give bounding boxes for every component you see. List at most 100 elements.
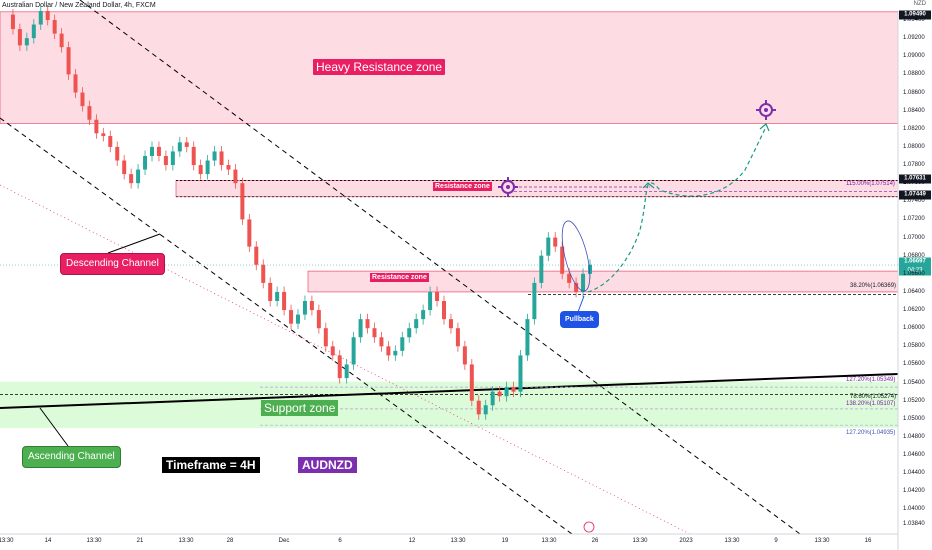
candle <box>525 319 530 356</box>
y-tick-label: 1.07400 <box>903 198 925 205</box>
y-tick-label: 1.07600 <box>903 180 925 187</box>
candle <box>393 350 398 356</box>
y-tick-label: 1.09000 <box>903 53 925 60</box>
y-tick-label: 1.07200 <box>903 216 925 223</box>
candle <box>184 142 189 147</box>
candle <box>421 310 426 320</box>
candle <box>428 291 433 311</box>
zone-3 <box>0 381 898 428</box>
x-tick-label: 13:30 <box>632 538 648 544</box>
candle <box>31 24 36 39</box>
price-tag-top: 1.09490 <box>899 10 931 20</box>
ascending-trendline <box>0 373 899 409</box>
symbol-label[interactable]: AUDNZD <box>298 457 357 473</box>
projection-path <box>587 126 767 293</box>
candle <box>261 264 266 283</box>
price-tag-current: 1.06697 <box>899 257 931 267</box>
x-tick-label: 13:30 <box>178 538 194 544</box>
y-tick-label: 1.04600 <box>903 452 925 459</box>
y-tick-label: 1.05000 <box>903 415 925 422</box>
y-tick-label: 1.08800 <box>903 71 925 78</box>
candle <box>511 387 516 392</box>
candle <box>358 319 363 338</box>
y-tick-label: 1.08000 <box>903 143 925 150</box>
candle <box>330 346 335 356</box>
candle <box>73 74 78 93</box>
event-icon <box>583 521 595 533</box>
x-tick-label: 16 <box>864 538 872 544</box>
candle <box>143 155 148 170</box>
fib-127b-label: 127.20%(1.04935) <box>846 430 896 436</box>
fib-138-label: 138.20%(1.05107) <box>846 401 896 407</box>
candle <box>323 328 328 347</box>
pullback-label[interactable]: Pullback <box>560 311 599 328</box>
y-tick-label: 1.04200 <box>903 488 925 495</box>
y-tick-label: 1.05600 <box>903 361 925 368</box>
candle <box>414 319 419 329</box>
channel-lower-line <box>0 117 573 535</box>
resistance-upper-label[interactable]: Resistance zone <box>433 182 492 191</box>
candle <box>400 337 405 351</box>
y-tick-label: 1.03840 <box>903 521 925 527</box>
candle <box>80 92 85 107</box>
fib-38-label: 38.20%(1.06369) <box>850 283 897 289</box>
candle <box>302 301 307 315</box>
candle <box>170 151 175 166</box>
candle <box>150 146 154 156</box>
candle <box>122 160 127 175</box>
candle <box>553 237 558 247</box>
price-tag-countdown: 04:23 <box>899 266 931 276</box>
pullback-pointer <box>577 295 585 313</box>
candle <box>177 142 182 152</box>
candle <box>309 301 314 311</box>
candle <box>10 14 15 30</box>
candle <box>372 328 377 338</box>
y-tick-label: 1.07800 <box>903 162 925 169</box>
asc-channel-pointer <box>39 407 69 447</box>
candle <box>386 346 391 356</box>
candle <box>539 255 544 283</box>
candle <box>476 400 481 415</box>
resistance-lower-label[interactable]: Resistance zone <box>370 273 429 282</box>
candle <box>129 174 134 184</box>
heavy-resistance-label[interactable]: Heavy Resistance zone <box>313 59 446 75</box>
candle <box>156 146 161 156</box>
x-tick-label: 21 <box>136 538 144 544</box>
y-tick-label: 1.06000 <box>903 325 925 332</box>
y-tick-label: 1.06600 <box>903 270 925 277</box>
x-tick-label: 6 <box>338 538 342 544</box>
descending-channel-label[interactable]: Descending Channel <box>60 253 165 275</box>
y-tick-label: 1.06200 <box>903 307 925 314</box>
y-tick-label: 1.05400 <box>903 379 925 386</box>
support-zone-label[interactable]: Support zone <box>261 400 339 416</box>
x-tick-label: 9 <box>774 538 778 544</box>
chart-title: Australian Dollar / New Zealand Dollar, … <box>2 2 156 9</box>
y-tick-label: 1.05800 <box>903 343 925 350</box>
target-icon-mid-dot <box>506 185 510 189</box>
fib-115-label: 115.00%(1.07514) <box>846 181 895 187</box>
x-tick-label: 13:30 <box>0 538 14 544</box>
candle <box>247 219 252 247</box>
x-tick-label: 13:30 <box>86 538 102 544</box>
y-tick-label: 1.06400 <box>903 288 925 295</box>
zone-0 <box>0 11 899 124</box>
channel-upper-line <box>79 0 801 535</box>
candle <box>191 146 196 166</box>
candle <box>254 246 259 265</box>
candle <box>462 346 467 365</box>
y-tick-label: 1.04000 <box>903 506 925 513</box>
candle <box>275 291 280 302</box>
x-tick-label: 14 <box>44 538 52 544</box>
y-tick-label: 1.04800 <box>903 433 925 440</box>
candle <box>560 246 565 274</box>
candle <box>233 169 238 184</box>
x-tick-label: 26 <box>591 538 599 544</box>
candle <box>532 282 537 320</box>
timeframe-label[interactable]: Timeframe = 4H <box>162 457 260 473</box>
candle <box>546 237 551 256</box>
y-tick-label: 1.06800 <box>903 252 925 259</box>
y-tick-label: 1.04400 <box>903 470 925 477</box>
ascending-channel-label[interactable]: Ascending Channel <box>22 446 121 468</box>
candle <box>108 136 113 147</box>
